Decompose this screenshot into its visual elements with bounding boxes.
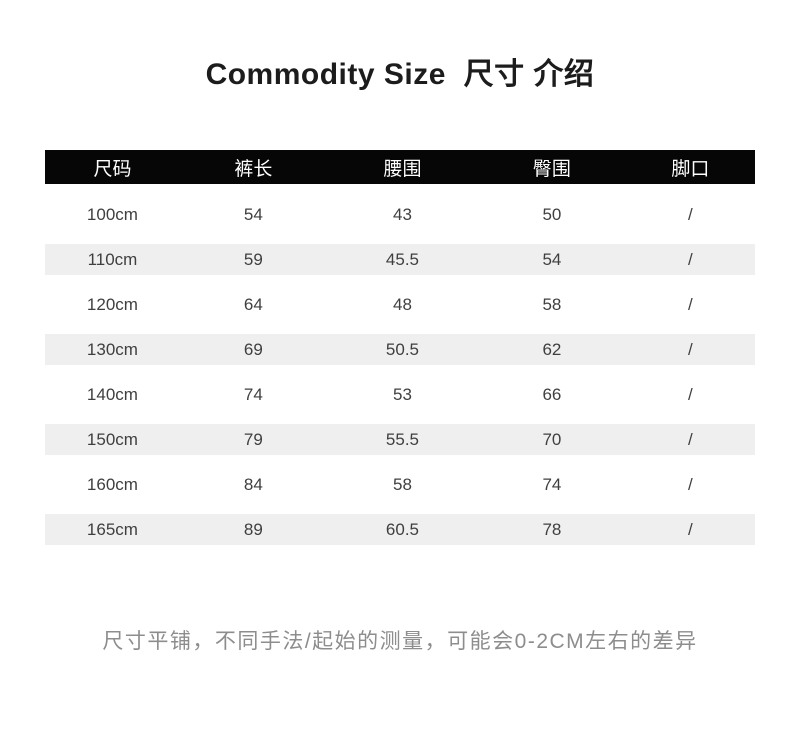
table-row: 160cm 84 58 74 / <box>45 462 755 507</box>
table-cell: / <box>687 249 693 269</box>
table-cell: 100cm <box>86 204 138 224</box>
table-cell: 150cm <box>86 429 138 449</box>
table-cell: / <box>687 204 693 224</box>
table-cell: 74 <box>243 384 263 404</box>
page-title: Commodity Size 尺寸 介绍 <box>205 58 595 91</box>
column-header: 裤长 <box>234 158 273 180</box>
table-cell: / <box>687 294 693 314</box>
table-cell: 110cm <box>87 249 138 269</box>
table-cell: 62 <box>542 339 562 359</box>
table-cell: 70 <box>542 429 562 449</box>
table-cell: 160cm <box>86 474 138 494</box>
table-row: 130cm 69 50.5 62 / <box>45 327 755 372</box>
table-cell: 66 <box>542 384 562 404</box>
table-cell: 55.5 <box>385 429 420 449</box>
table-row: 120cm 64 48 58 / <box>45 282 755 327</box>
column-header: 腰围 <box>383 158 422 180</box>
table-cell: 165cm <box>86 519 138 539</box>
table-cell: / <box>687 384 693 404</box>
table-cell: 79 <box>243 429 263 449</box>
table-cell: 130cm <box>86 339 138 359</box>
size-table: 尺码 裤长 腰围 臀围 脚口 100cm 54 43 50/110cm 59 45.5 54/120… <box>45 150 755 552</box>
measurement-note: 尺寸平铺，不同手法/起始的测量，可能会0-2CM左右的差异 <box>102 630 698 653</box>
table-cell: 84 <box>243 474 263 494</box>
column-header: 臀围 <box>532 158 571 180</box>
table-row: 165cm 89 60.5 78 / <box>45 507 755 552</box>
table-cell: 59 <box>243 249 263 269</box>
table-cell: 74 <box>542 474 562 494</box>
column-header: 尺码 <box>93 158 132 180</box>
table-row: 110cm 59 45.5 54 / <box>45 237 755 282</box>
table-cell: / <box>687 519 693 539</box>
table-cell: 120cm <box>86 294 138 314</box>
table-cell: 58 <box>393 474 412 494</box>
table-cell: 58 <box>542 294 562 314</box>
table-cell: 50.5 <box>385 339 420 359</box>
table-cell: 53 <box>393 384 412 404</box>
table-cell: 78 <box>542 519 562 539</box>
table-cell: / <box>687 339 693 359</box>
table-cell: 60.5 <box>385 519 420 539</box>
table-cell: 45.5 <box>385 249 420 269</box>
table-row: 140cm 74 53 66 / <box>45 372 755 417</box>
table-cell: / <box>687 429 693 449</box>
table-cell: 54 <box>243 204 263 224</box>
table-cell: 48 <box>393 294 412 314</box>
size-table-header-row: 尺码 裤长 腰围 臀围 脚口 <box>45 150 755 184</box>
table-cell: / <box>687 474 693 494</box>
table-cell: 43 <box>393 204 412 224</box>
table-cell: 69 <box>243 339 263 359</box>
table-row: 100cm 54 43 50 / <box>45 192 755 237</box>
table-cell: 140cm <box>86 384 138 404</box>
column-header: 脚口 <box>671 158 710 180</box>
table-cell: 54 <box>542 249 562 269</box>
size-table-body: 100cm 54 43 50/110cm 59 45.5 54/120cm 64 48 58/13… <box>45 184 755 552</box>
table-cell: 50 <box>542 204 562 224</box>
table-row: 150cm 79 55.5 70 / <box>45 417 755 462</box>
table-cell: 64 <box>243 294 263 314</box>
table-cell: 89 <box>243 519 263 539</box>
